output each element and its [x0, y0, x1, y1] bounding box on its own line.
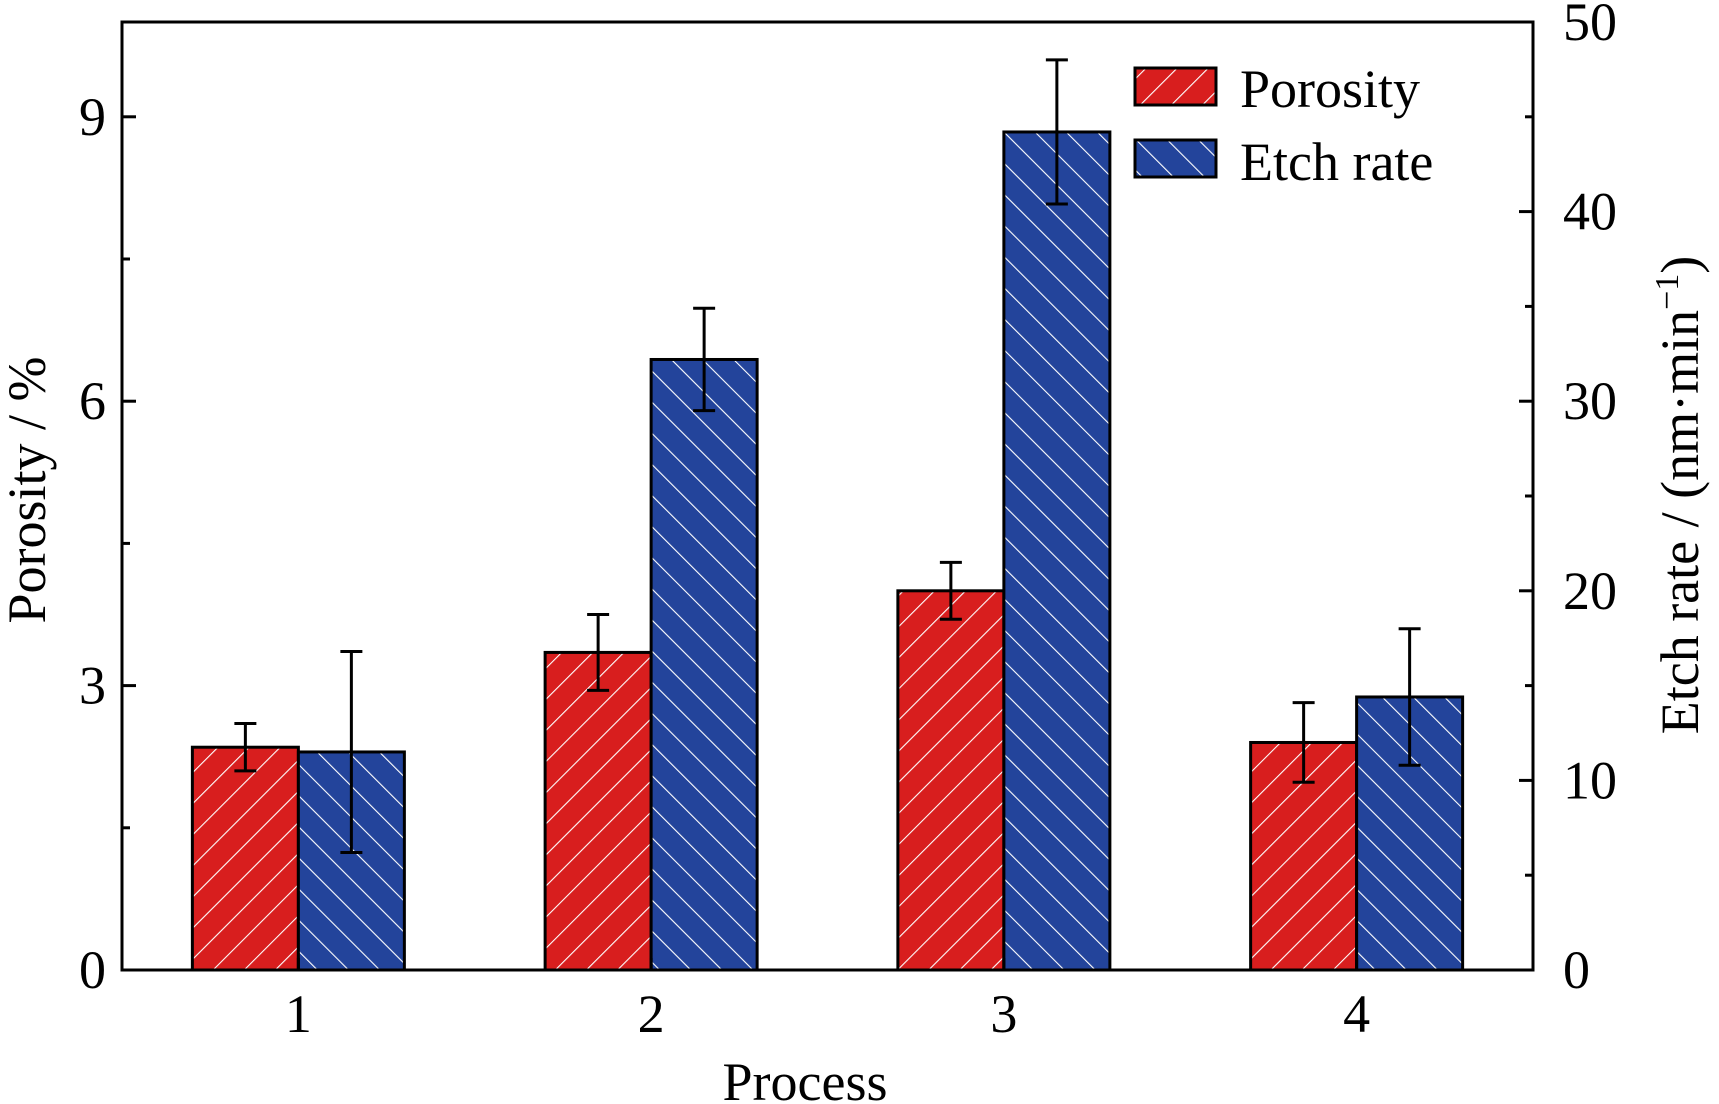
left-axis-title: Porosity / %	[0, 356, 57, 623]
legend-swatch-etch-rate-hatch	[1133, 138, 1218, 179]
right-tick-label-50: 50	[1563, 0, 1617, 52]
left-tick-label-3: 3	[79, 656, 106, 716]
legend-label-porosity: Porosity	[1240, 59, 1420, 119]
x-tick-label-4: 4	[1343, 984, 1370, 1044]
legend-label-etch-rate: Etch rate	[1240, 132, 1433, 192]
x-tick-label-1: 1	[285, 984, 312, 1044]
right-axis-title-superscript: −1	[1649, 274, 1686, 310]
bar-hatch-porosity-2	[543, 650, 653, 972]
legend: Porosity Etch rate	[1133, 59, 1433, 192]
right-axis: 0 10 20 30 40 50	[1519, 0, 1617, 1000]
legend-swatch-porosity-hatch	[1133, 66, 1218, 107]
right-tick-label-10: 10	[1563, 750, 1617, 810]
bars-layer	[190, 130, 1465, 972]
right-tick-label-40: 40	[1563, 182, 1617, 242]
left-tick-label-0: 0	[79, 940, 106, 1000]
right-tick-label-20: 20	[1563, 561, 1617, 621]
right-axis-title-close: )	[1650, 256, 1710, 274]
x-tick-label-2: 2	[638, 984, 665, 1044]
right-tick-label-0: 0	[1563, 940, 1590, 1000]
bar-hatch-porosity-1	[190, 745, 300, 972]
left-axis: 0 3 6 9	[79, 87, 136, 1000]
right-axis-title-main: Etch rate / (nm·min	[1650, 310, 1710, 734]
left-tick-label-9: 9	[79, 87, 106, 147]
error-bars-layer	[234, 58, 1421, 854]
bar-hatch-etch-rate-3	[1002, 130, 1112, 972]
right-tick-label-30: 30	[1563, 371, 1617, 431]
x-axis: 1 2 3 4	[285, 958, 1370, 1044]
x-tick-label-3: 3	[990, 984, 1017, 1044]
left-tick-label-6: 6	[79, 371, 106, 431]
right-axis-title: Etch rate / (nm·min−1)	[1649, 256, 1710, 735]
bar-hatch-porosity-3	[896, 589, 1006, 972]
bar-hatch-etch-rate-2	[649, 357, 759, 972]
x-axis-title: Process	[723, 1052, 888, 1104]
